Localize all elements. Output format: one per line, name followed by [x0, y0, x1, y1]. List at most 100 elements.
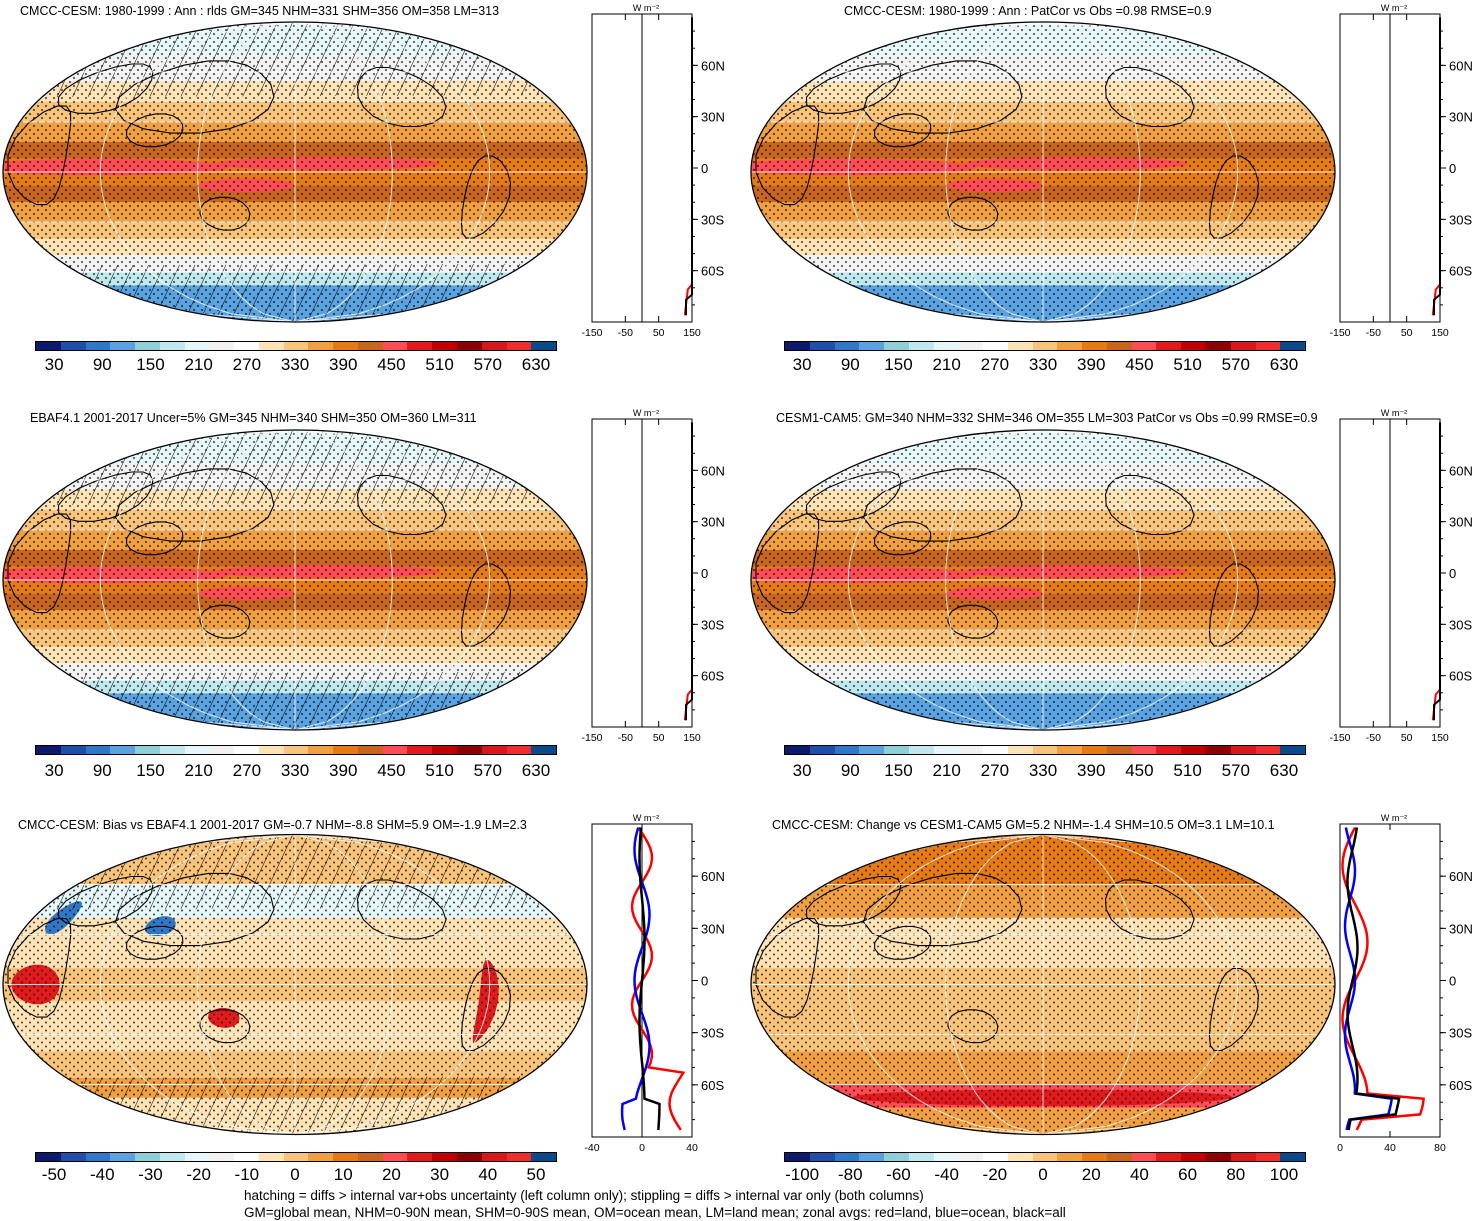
colorbar-label: 150 [136, 355, 165, 374]
zonal-x-tick-label: -150 [581, 327, 602, 339]
colorbar-swatch [1156, 342, 1182, 350]
colorbar-swatch [1181, 746, 1207, 754]
colorbar-label: 210 [184, 355, 213, 374]
colorbar-swatch [859, 342, 885, 350]
graticule-lon [1042, 430, 1141, 730]
colorbar-label: 210 [184, 761, 213, 780]
colorbar-label: 630 [521, 355, 551, 374]
panel-title: CMCC-CESM: 1980-1999 : Ann : rlds GM=345… [20, 4, 500, 18]
hatching [66, 671, 527, 730]
colorbar-label: 210 [932, 355, 961, 374]
colorbar-swatch [1057, 342, 1083, 350]
lat-tick-label: 60N [1449, 869, 1473, 884]
colorbar-label: 570 [473, 761, 502, 780]
colorbar-swatch [859, 746, 885, 754]
colorbar-swatch [1230, 1153, 1256, 1161]
world-map [750, 429, 1336, 731]
zonal-x-tick-label: -150 [581, 732, 602, 744]
zonal-curve [683, 422, 693, 721]
colorbar-swatch [1206, 746, 1231, 754]
colorbar-swatch [1131, 746, 1157, 754]
colorbar-swatch [1280, 342, 1306, 350]
colorbar-swatch [1032, 1153, 1058, 1161]
colorbar-swatch [1131, 342, 1157, 350]
colorbar-swatch [258, 342, 284, 350]
lat-tick-label: 60N [701, 58, 725, 73]
world-map [2, 833, 588, 1136]
zonal-curve [1346, 827, 1401, 1131]
colorbar-swatch [1230, 342, 1256, 350]
colorbar-labels: 30 90 150 210 270 330 390 450 510 570 630 [30, 761, 560, 781]
colorbar-swatch [283, 1153, 309, 1161]
colorbar-swatch [258, 1153, 284, 1161]
colorbar-swatch [958, 1153, 984, 1161]
colorbar-swatch [283, 342, 309, 350]
map-field [751, 430, 1335, 730]
graticule-lon [945, 22, 1044, 322]
colorbar-swatch [1007, 342, 1033, 350]
colorbar-swatch [60, 746, 86, 754]
colorbar-swatch [258, 746, 284, 754]
zonal-x-tick-label: 80 [1434, 1142, 1446, 1154]
colorbar-swatch [1206, 342, 1231, 350]
colorbar-swatch [908, 1153, 934, 1161]
colorbar-swatch [234, 1153, 259, 1161]
colorbar-swatch [234, 342, 259, 350]
colorbar-label: 330 [1028, 355, 1058, 374]
lat-tick-label: 30S [701, 1026, 724, 1041]
colorbar-swatch [60, 1153, 86, 1161]
lat-tick-label: 60S [1449, 1078, 1472, 1093]
colorbar-label: 270 [232, 761, 262, 780]
colorbar-label: 90 [92, 761, 112, 780]
colorbar-swatch [531, 1153, 557, 1161]
graticule-lon [99, 430, 296, 730]
colorbar-labels: 30 90 150 210 270 330 390 450 510 570 630 [30, 355, 560, 375]
colorbar-swatch [834, 1153, 860, 1161]
colorbar-swatch [1057, 746, 1083, 754]
lat-tick-label: 60N [1449, 463, 1473, 478]
colorbar-label: 40 [478, 1165, 498, 1184]
colorbar-label: -10 [234, 1165, 260, 1184]
map-field [751, 22, 1335, 322]
graticule-lon [294, 430, 491, 730]
colorbar-swatch [506, 1153, 532, 1161]
zonal-mean-plot: W m⁻² 60N 30N 0 30S 60S 0 40 80 [1337, 813, 1473, 1154]
zonal-x-tick-label: 40 [1384, 1142, 1396, 1154]
colorbar-labels: 30 90 150 210 270 330 390 450 510 570 630 [778, 761, 1308, 781]
colorbar-swatch [1156, 746, 1182, 754]
colorbar-swatch [933, 1153, 959, 1161]
colorbar-swatch [308, 1153, 334, 1161]
colorbar-swatch [983, 342, 1008, 350]
lat-tick-label: 0 [701, 566, 708, 581]
colorbar-label: -20 [982, 1165, 1008, 1184]
colorbar-swatch [1082, 1153, 1107, 1161]
colorbar-label: 570 [1221, 761, 1250, 780]
colorbar-label: 0 [290, 1165, 300, 1184]
colorbar-label: 450 [1125, 761, 1154, 780]
colorbar-label: -100 [785, 1165, 820, 1184]
lat-tick-label: 30N [701, 921, 725, 936]
colorbar-swatch [481, 1153, 507, 1161]
colorbar-swatch [1255, 342, 1281, 350]
colorbar-label: 50 [526, 1165, 546, 1184]
colorbar-label: 30 [430, 1165, 450, 1184]
colorbar-label: 30 [792, 355, 812, 374]
colorbar-label: -40 [89, 1165, 115, 1184]
colorbar-swatch [481, 342, 507, 350]
colorbar-label: 100 [1269, 1165, 1299, 1184]
colorbar-swatch [357, 342, 383, 350]
colorbar-label: 270 [980, 761, 1010, 780]
colorbar-label: 330 [1028, 761, 1058, 780]
colorbar-label: 330 [280, 355, 310, 374]
lat-tick-label: 60N [1449, 58, 1473, 73]
colorbar-swatch [407, 746, 433, 754]
lat-tick-label: 30S [1449, 617, 1472, 632]
colorbar-swatch [1032, 342, 1058, 350]
colorbar-label: 630 [1269, 355, 1299, 374]
colorbar-swatch [85, 1153, 111, 1161]
colorbar-label: 210 [932, 761, 961, 780]
graticule-lon [1042, 430, 1239, 730]
colorbar-label: 510 [1173, 761, 1202, 780]
colorbar-label: -60 [886, 1165, 911, 1184]
map-field [751, 834, 1335, 1135]
